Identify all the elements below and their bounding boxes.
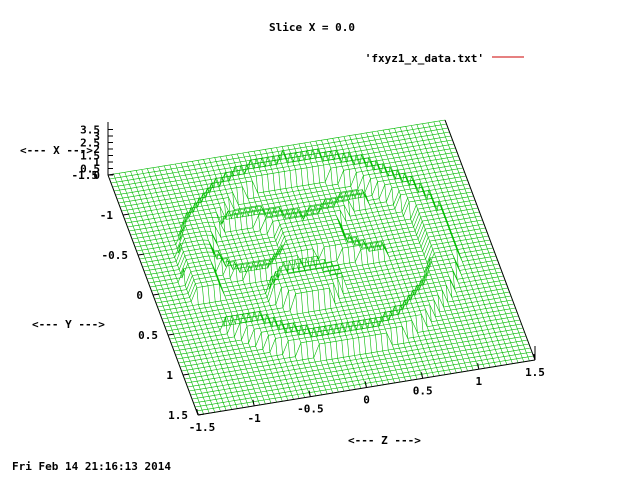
axes bbox=[107, 119, 536, 416]
z-tick-label: 3.5 bbox=[80, 124, 100, 137]
surface-mesh bbox=[107, 119, 536, 416]
x-tick-mark bbox=[308, 390, 311, 397]
y-tick-mark bbox=[182, 373, 190, 376]
y-tick-label: 0.5 bbox=[138, 329, 158, 342]
z-tick-label: 1 bbox=[93, 156, 100, 169]
x-tick-mark bbox=[196, 408, 199, 416]
x-tick-label: 1 bbox=[476, 375, 483, 388]
z-tick-label: 1.5 bbox=[80, 150, 100, 163]
z-axis-label: <--- X ---> bbox=[20, 144, 93, 157]
x-tick-mark bbox=[420, 372, 424, 379]
x-tick-mark bbox=[252, 399, 255, 406]
legend-label: 'fxyz1_x_data.txt' bbox=[365, 52, 484, 65]
y-tick-label: 1.5 bbox=[168, 409, 188, 422]
legend: 'fxyz1_x_data.txt' bbox=[365, 52, 524, 65]
y-tick-mark bbox=[197, 413, 205, 416]
y-tick-label: -1 bbox=[100, 209, 114, 222]
x-tick-label: -0.5 bbox=[297, 403, 324, 416]
x-axis-label: <--- Z ---> bbox=[348, 434, 421, 447]
x-tick-mark bbox=[477, 363, 480, 370]
y-tick-mark bbox=[152, 293, 160, 296]
y-tick-mark bbox=[167, 333, 175, 336]
x-tick-label: 0 bbox=[363, 394, 370, 407]
x-tick-label: 1.5 bbox=[525, 366, 545, 379]
back-right-edge bbox=[444, 119, 536, 361]
timestamp: Fri Feb 14 21:16:13 2014 bbox=[12, 460, 171, 473]
z-tick-label: 3 bbox=[93, 130, 100, 143]
z-tick-label: 0.5 bbox=[80, 163, 100, 176]
tick-labels: -1.5-1-0.500.511.5-1.5-1-0.500.511.500.5… bbox=[72, 124, 545, 435]
y-tick-label: 0 bbox=[136, 289, 143, 302]
chart-title: Slice X = 0.0 bbox=[269, 21, 355, 34]
x-tick-label: -1.5 bbox=[189, 421, 216, 434]
y-axis-label: <--- Y ---> bbox=[32, 318, 105, 331]
y-tick-label: 1 bbox=[166, 369, 173, 382]
x-tick-mark bbox=[364, 381, 367, 388]
surface-mesh-lines bbox=[107, 119, 536, 416]
x-tick-label: -1 bbox=[248, 412, 262, 425]
y-tick-mark bbox=[137, 253, 145, 256]
x-tick-mark bbox=[533, 353, 536, 361]
z-tick-label: 0 bbox=[93, 169, 100, 182]
z-tick-label: 2.5 bbox=[80, 137, 100, 150]
z-tick-label: 2 bbox=[93, 143, 100, 156]
y-tick-label: -0.5 bbox=[102, 249, 129, 262]
y-tick-label: -1.5 bbox=[72, 169, 99, 182]
x-tick-label: 0.5 bbox=[413, 384, 433, 397]
y-tick-mark bbox=[122, 213, 130, 216]
